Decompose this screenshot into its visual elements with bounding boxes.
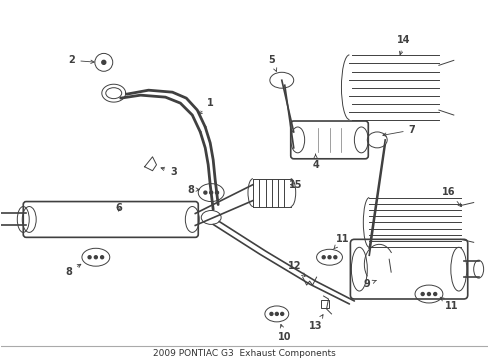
Circle shape bbox=[280, 312, 283, 315]
Text: 15: 15 bbox=[288, 180, 302, 190]
Circle shape bbox=[215, 191, 218, 194]
Circle shape bbox=[322, 256, 325, 259]
Text: 6: 6 bbox=[115, 203, 122, 212]
Circle shape bbox=[102, 60, 105, 64]
Circle shape bbox=[333, 256, 336, 259]
Text: 11: 11 bbox=[439, 297, 458, 311]
Text: 2009 PONTIAC G3  Exhaust Components: 2009 PONTIAC G3 Exhaust Components bbox=[152, 349, 335, 358]
Circle shape bbox=[94, 256, 97, 259]
Text: 12: 12 bbox=[287, 261, 305, 276]
Text: 8: 8 bbox=[65, 264, 81, 277]
Text: 10: 10 bbox=[278, 324, 291, 342]
Text: 2: 2 bbox=[68, 55, 94, 66]
Circle shape bbox=[88, 256, 91, 259]
Circle shape bbox=[420, 293, 423, 296]
Circle shape bbox=[327, 256, 330, 259]
Text: 5: 5 bbox=[268, 55, 276, 71]
Text: 11: 11 bbox=[333, 234, 348, 249]
Text: 7: 7 bbox=[382, 125, 415, 136]
Text: 3: 3 bbox=[161, 167, 177, 177]
Circle shape bbox=[101, 256, 103, 259]
Text: 8: 8 bbox=[187, 185, 199, 195]
Circle shape bbox=[209, 191, 212, 194]
Text: 4: 4 bbox=[311, 154, 318, 170]
Text: 16: 16 bbox=[441, 186, 461, 207]
Text: 14: 14 bbox=[397, 36, 410, 55]
Text: 13: 13 bbox=[308, 315, 323, 331]
Text: 1: 1 bbox=[199, 98, 213, 114]
Circle shape bbox=[269, 312, 272, 315]
Text: 9: 9 bbox=[363, 279, 375, 289]
Circle shape bbox=[275, 312, 278, 315]
Circle shape bbox=[433, 293, 436, 296]
Circle shape bbox=[203, 191, 206, 194]
Circle shape bbox=[427, 293, 429, 296]
